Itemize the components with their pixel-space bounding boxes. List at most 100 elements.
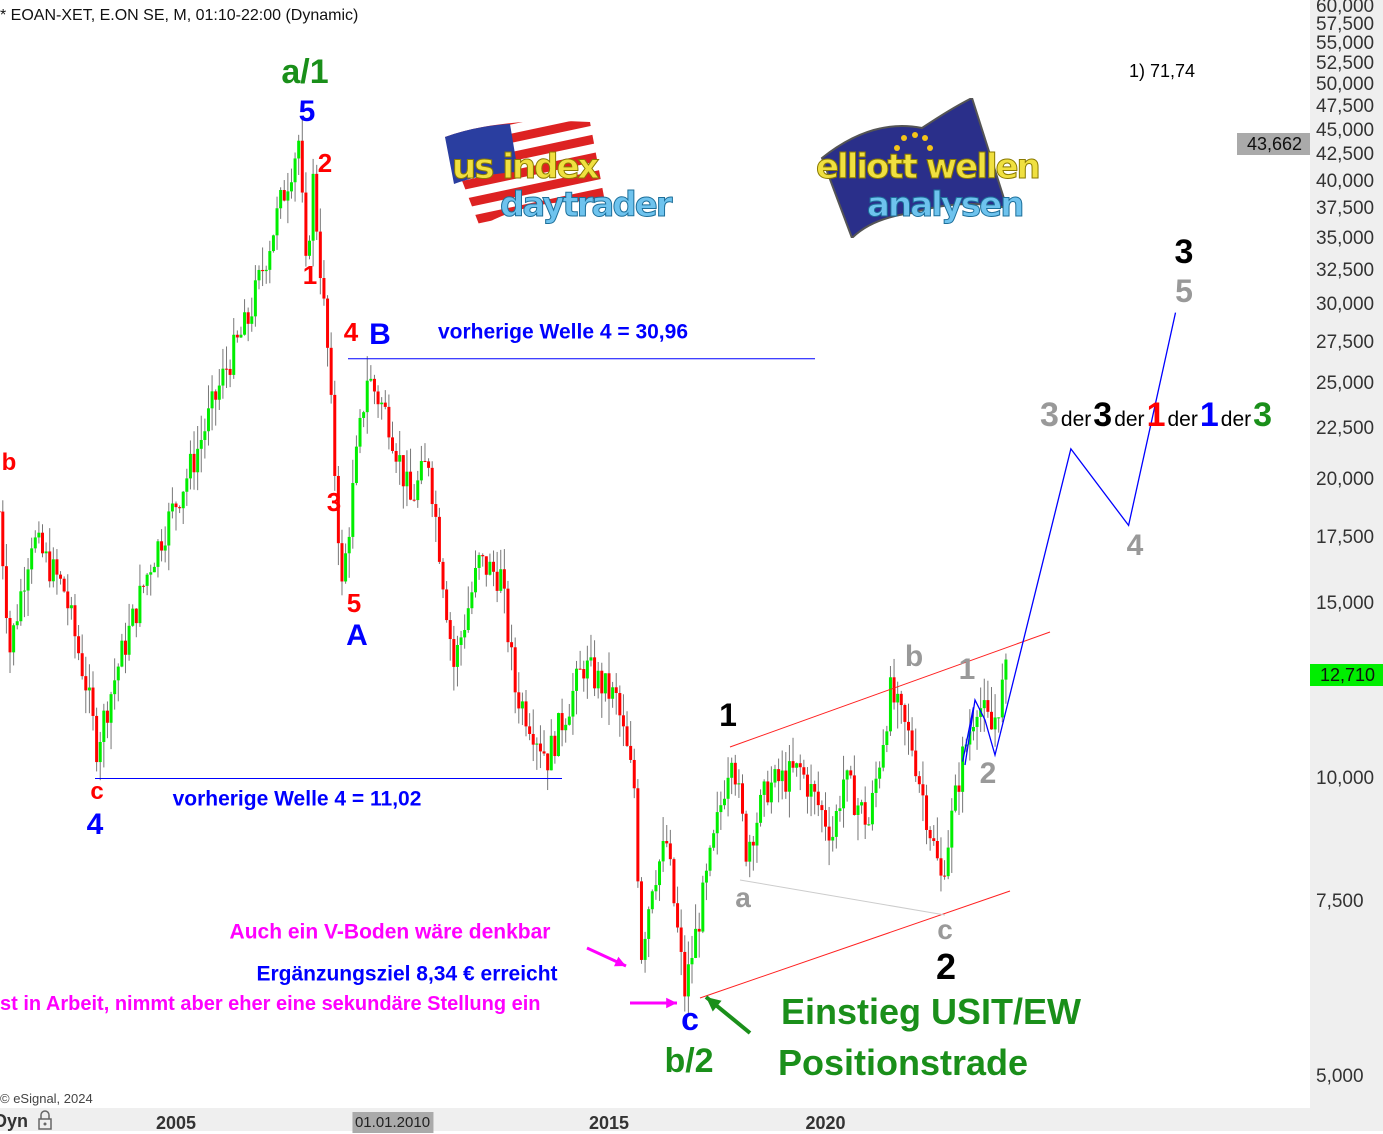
- padlock-icon[interactable]: [36, 1110, 54, 1130]
- candle-down: [614, 687, 618, 694]
- candle-down: [629, 745, 633, 760]
- price-tick-label: 37,500: [1316, 198, 1375, 220]
- candle-down: [430, 467, 434, 505]
- candle-down: [899, 693, 903, 706]
- candle-down: [802, 767, 806, 775]
- candle-up: [362, 412, 366, 418]
- wave-label-A-blue: A: [346, 619, 368, 652]
- candle-down: [506, 588, 510, 643]
- candle-down: [77, 636, 81, 654]
- candle-up: [167, 511, 171, 546]
- candle-down: [784, 770, 788, 792]
- entry-note: Einstieg USIT/EW: [780, 991, 1082, 1032]
- wave-degree-number: 3: [1253, 396, 1273, 434]
- candle-down: [683, 951, 687, 997]
- candle-down: [798, 763, 802, 768]
- candle-down: [517, 692, 521, 709]
- candle-down: [300, 140, 304, 193]
- candle-up: [22, 590, 26, 592]
- candle-up: [726, 777, 730, 799]
- dyn-label: Dyn: [0, 1111, 29, 1131]
- price-axis[interactable]: 60,000 57,500 55,000 52,500 50,000 47,500 45,0…: [1310, 0, 1383, 1131]
- candle-up: [102, 710, 106, 742]
- candle-up: [571, 690, 575, 717]
- wave-degree-number: 1: [1146, 396, 1166, 434]
- candle-up: [109, 694, 113, 723]
- corner-note: 1) 71,74: [1128, 61, 1196, 81]
- price-tick-label: 40,000: [1316, 170, 1375, 192]
- candle-down: [394, 450, 398, 462]
- candle-down: [73, 605, 77, 637]
- candle-down: [632, 759, 636, 789]
- price-tick-label: 57,500: [1316, 14, 1375, 36]
- candle-down: [427, 461, 431, 468]
- candle-down: [582, 669, 586, 679]
- candle-up: [98, 741, 102, 763]
- candle-up: [466, 608, 470, 631]
- wave-label-a1: a/1: [281, 53, 329, 91]
- candle-down: [8, 618, 12, 653]
- candle-down: [935, 841, 939, 859]
- candle-up: [838, 808, 842, 812]
- candle-up: [1004, 659, 1008, 680]
- candle-up: [152, 566, 156, 573]
- candle-up: [163, 545, 167, 551]
- candle-up: [181, 491, 185, 509]
- candle-up: [380, 402, 384, 405]
- candle-up: [69, 605, 73, 609]
- candle-up: [120, 640, 124, 667]
- candle-down: [174, 503, 178, 508]
- v-bottom-arrow-head: [614, 956, 626, 967]
- candle-up: [138, 585, 142, 624]
- logo-line1: us index: [451, 147, 599, 187]
- candle-down: [578, 668, 582, 670]
- candle-down: [0, 511, 1, 513]
- candle-up: [845, 770, 849, 780]
- candle-up: [473, 567, 477, 593]
- candle-up: [549, 735, 553, 771]
- candle-up: [867, 824, 871, 826]
- chart-title: * EOAN-XET, E.ON SE, M, 01:10-22:00 (Dyn…: [0, 7, 359, 24]
- candle-up: [946, 847, 950, 877]
- candle-up: [369, 378, 373, 381]
- candle-down: [957, 785, 961, 792]
- candle-up: [459, 637, 463, 645]
- candle-up: [44, 551, 48, 554]
- candle-down: [621, 715, 625, 727]
- candle-up: [268, 251, 272, 270]
- logo-line2: daytrader: [500, 185, 674, 225]
- logo-line1: elliott wellen: [816, 147, 1042, 187]
- candle-up: [834, 811, 838, 837]
- candle-down: [903, 705, 907, 722]
- time-cursor-label: 01.01.2010: [351, 1112, 434, 1133]
- candle-up: [308, 240, 312, 256]
- candle-down: [925, 795, 929, 830]
- price-chart[interactable]: [0, 0, 1310, 1108]
- logo-elliott-wellen-analysen: elliott wellen analysen: [812, 98, 1082, 243]
- candle-up: [715, 812, 719, 834]
- candle-up: [398, 455, 402, 462]
- candle-up: [221, 368, 225, 386]
- price-tick-label: 32,500: [1316, 259, 1375, 281]
- price-tick-label: 20,000: [1316, 469, 1375, 490]
- candle-down: [376, 391, 380, 405]
- candle-up: [575, 668, 579, 691]
- candle-down: [820, 805, 824, 811]
- secondary-arrow-head: [666, 997, 677, 1009]
- candle-down: [484, 556, 488, 575]
- candle-up: [170, 503, 174, 512]
- time-axis[interactable]: Dyn 2005 2015 2020 01.01.2010: [0, 1108, 1310, 1133]
- wave-label-5-blue: 5: [298, 95, 316, 128]
- candle-down: [1, 511, 5, 567]
- candle-down: [741, 783, 745, 814]
- candle-up: [993, 717, 997, 730]
- candle-down: [340, 543, 344, 582]
- candle-down: [372, 378, 376, 392]
- candle-down: [917, 776, 921, 785]
- candle-down: [55, 559, 59, 575]
- candle-down: [62, 578, 66, 592]
- candle-up: [116, 666, 120, 681]
- candle-up: [787, 761, 791, 792]
- candle-up: [463, 630, 467, 638]
- price-tick-label: 35,000: [1316, 228, 1375, 249]
